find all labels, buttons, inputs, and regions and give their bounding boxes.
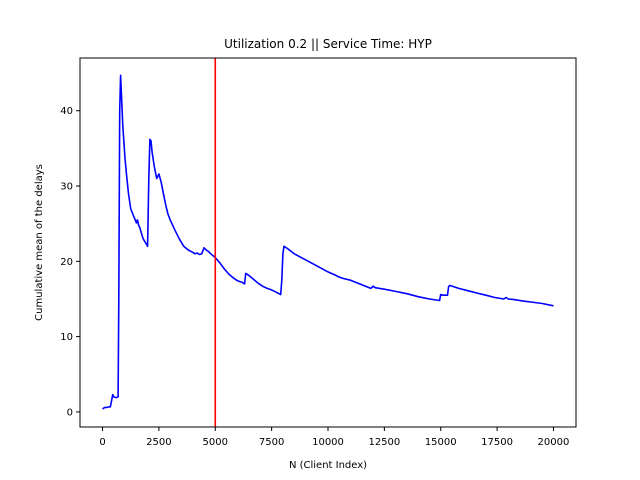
x-tick-label: 5000 <box>203 437 228 448</box>
y-tick-label: 20 <box>60 257 73 268</box>
y-axis: 0 10 20 30 40 <box>60 106 80 418</box>
y-axis-title: Cumulative mean of the delays <box>34 164 45 321</box>
y-tick-label: 30 <box>60 182 73 193</box>
x-tick-label: 10000 <box>312 437 344 448</box>
y-tick-label: 40 <box>60 106 73 117</box>
x-tick-label: 17500 <box>481 437 513 448</box>
plot-area <box>102 58 554 427</box>
x-axis-title: N (Client Index) <box>289 460 367 471</box>
x-tick-label: 2500 <box>146 437 171 448</box>
x-tick-label: 15000 <box>425 437 457 448</box>
x-axis: 0 2500 5000 7500 10000 12500 15000 17500 20000 <box>99 427 569 448</box>
y-tick-label: 0 <box>67 407 73 418</box>
x-tick-label: 0 <box>99 437 105 448</box>
plot-frame <box>79 57 577 428</box>
x-tick-label: 7500 <box>259 437 284 448</box>
delay-series-line <box>102 74 554 410</box>
x-tick-label: 12500 <box>368 437 400 448</box>
chart-title: Utilization 0.2 || Service Time: HYP <box>224 37 432 51</box>
x-tick-label: 20000 <box>538 437 570 448</box>
y-tick-label: 10 <box>60 332 73 343</box>
